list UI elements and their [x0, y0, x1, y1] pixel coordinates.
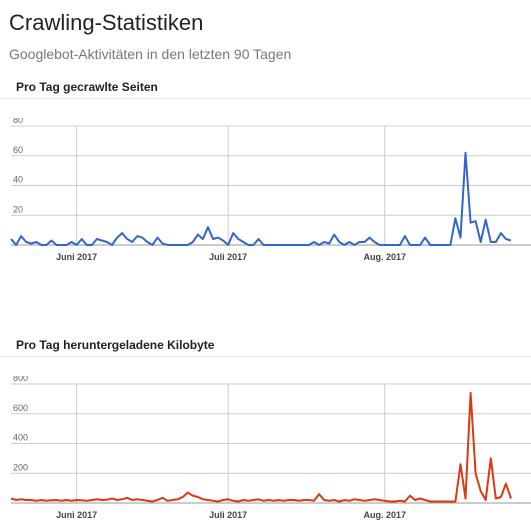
chart-title-pages: Pro Tag gecrawlte Seiten	[16, 80, 158, 94]
x-tick-label: Aug. 2017	[363, 252, 406, 262]
series-line	[10, 391, 512, 503]
y-tick-label: 40	[13, 175, 23, 185]
x-tick-label: Juni 2017	[56, 252, 97, 262]
y-tick-label: 60	[13, 145, 23, 155]
chart-title-kilobytes: Pro Tag heruntergeladene Kilobyte	[16, 338, 215, 352]
y-tick-label: 800	[13, 376, 28, 383]
section-divider	[0, 98, 531, 99]
section-divider	[0, 356, 531, 357]
series-line	[10, 151, 512, 246]
x-tick-label: Aug. 2017	[363, 510, 406, 520]
y-tick-label: 20	[13, 204, 23, 214]
y-tick-label: 200	[13, 462, 28, 472]
crawled-pages-chart: 20 40 60 80 Juni 2017 Juli 2017 Aug. 2017	[10, 118, 531, 262]
downloaded-kilobytes-chart: 200 400 600 800 Juni 2017 Juli 2017 Aug. 2017	[10, 376, 531, 520]
x-tick-label: Juni 2017	[56, 510, 97, 520]
y-tick-label: 600	[13, 403, 28, 413]
x-tick-label: Juli 2017	[209, 252, 247, 262]
page-subtitle: Googlebot-Aktivitäten in den letzten 90 …	[9, 46, 292, 62]
y-tick-label: 400	[13, 433, 28, 443]
y-tick-label: 80	[13, 118, 23, 125]
page-title: Crawling-Statistiken	[9, 10, 204, 35]
x-tick-label: Juli 2017	[209, 510, 247, 520]
